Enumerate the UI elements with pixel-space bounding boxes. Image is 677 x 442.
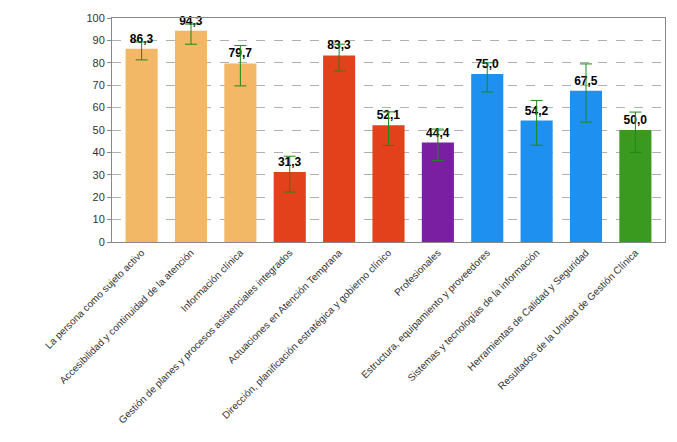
svg-text:Resultados de la Unidad de Ges: Resultados de la Unidad de Gestión Clíni… <box>496 247 641 392</box>
svg-text:50,0: 50,0 <box>624 113 648 127</box>
svg-text:Gestión de planes y procesos a: Gestión de planes y procesos asistencial… <box>116 247 294 425</box>
svg-text:La persona como sujeto activo: La persona como sujeto activo <box>43 247 147 351</box>
svg-text:Actuaciones en Atención Tempra: Actuaciones en Atención Temprana <box>226 247 345 366</box>
svg-text:Información clínica: Información clínica <box>179 247 246 314</box>
svg-text:20: 20 <box>93 191 105 203</box>
svg-text:83,3: 83,3 <box>327 38 351 52</box>
svg-text:60: 60 <box>93 101 105 113</box>
svg-text:70: 70 <box>93 79 105 91</box>
svg-text:Dirección, planificación estra: Dirección, planificación estratégica y g… <box>220 247 394 421</box>
svg-text:67,5: 67,5 <box>574 74 598 88</box>
svg-text:80: 80 <box>93 57 105 69</box>
svg-text:79,7: 79,7 <box>229 46 253 60</box>
svg-text:Accesibilidad y continuidad de: Accesibilidad y continuidad de la atenci… <box>57 247 196 386</box>
svg-text:86,3: 86,3 <box>130 32 154 46</box>
svg-text:30: 30 <box>93 169 105 181</box>
svg-text:100: 100 <box>86 12 104 24</box>
svg-text:Estructura, equipamiento y pro: Estructura, equipamiento y proveedores <box>359 247 492 380</box>
svg-text:Profesionales: Profesionales <box>392 247 443 298</box>
svg-text:31,3: 31,3 <box>278 155 302 169</box>
svg-text:75,0: 75,0 <box>475 57 499 71</box>
svg-text:Herramientas de Calidad y Segu: Herramientas de Calidad y Seguridad <box>465 247 591 373</box>
svg-text:94,3: 94,3 <box>179 14 203 28</box>
svg-text:90: 90 <box>93 34 105 46</box>
svg-text:10: 10 <box>93 213 105 225</box>
svg-text:50: 50 <box>93 124 105 136</box>
svg-text:44,4: 44,4 <box>426 126 450 140</box>
svg-text:54,2: 54,2 <box>525 104 549 118</box>
svg-text:Sistemas y tecnologías de la i: Sistemas y tecnologías de la información <box>405 247 541 383</box>
svg-text:40: 40 <box>93 146 105 158</box>
svg-text:52,1: 52,1 <box>377 108 401 122</box>
svg-text:0: 0 <box>99 236 105 248</box>
